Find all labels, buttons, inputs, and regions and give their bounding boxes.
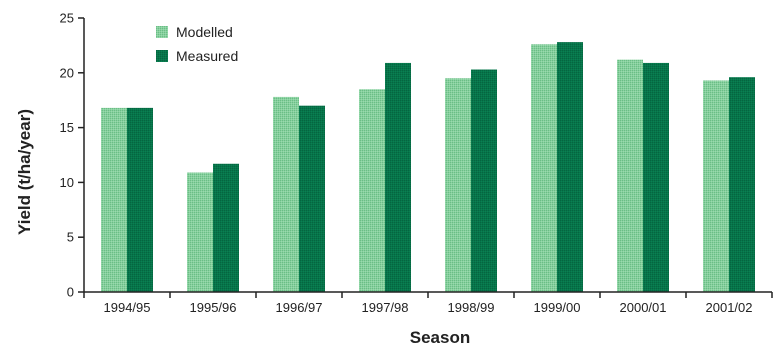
y-tick-label: 25 (60, 11, 74, 26)
bars (101, 42, 755, 293)
y-tick-label: 10 (60, 175, 74, 190)
legend-label-measured: Measured (176, 48, 238, 64)
legend-swatch-modelled (156, 26, 168, 38)
x-tick-label: 1998/99 (448, 300, 495, 315)
x-tick-label: 1997/98 (362, 300, 409, 315)
bar-modelled (703, 80, 729, 292)
bar-modelled (617, 59, 643, 293)
y-tick-label: 0 (67, 285, 74, 300)
x-tick-label: 2001/02 (706, 300, 753, 315)
y-tick-label: 5 (67, 230, 74, 245)
x-tick-label: 1999/00 (534, 300, 581, 315)
legend-swatch-measured (156, 50, 168, 62)
bar-modelled (531, 44, 557, 292)
bar-measured (385, 62, 411, 292)
x-tick-label: 2000/01 (620, 300, 667, 315)
bar-measured (299, 105, 325, 293)
x-tick-label: 1995/96 (190, 300, 237, 315)
bar-measured (729, 77, 755, 293)
x-tick-label: 1996/97 (276, 300, 323, 315)
x-axis-ticks: 1994/95 1995/96 1996/97 1997/98 1998/99 1999/… (83, 292, 773, 315)
bar-measured (557, 42, 583, 292)
legend: Modelled Measured (156, 24, 238, 64)
bar-modelled (359, 89, 385, 293)
bar-modelled (445, 78, 471, 292)
bar-measured (213, 163, 239, 292)
legend-label-modelled: Modelled (176, 24, 233, 40)
bar-measured (127, 107, 153, 292)
bar-measured (471, 69, 497, 293)
x-axis-title: Season (410, 328, 470, 347)
bar-measured (643, 62, 669, 292)
y-tick-label: 15 (60, 120, 74, 135)
y-tick-label: 20 (60, 65, 74, 80)
y-axis-title: Yield (t/ha/year) (15, 109, 34, 235)
bar-modelled (273, 96, 299, 292)
y-axis-ticks: 0 5 10 15 20 25 (60, 11, 84, 300)
bar-modelled (101, 107, 127, 292)
bar-modelled (187, 172, 213, 292)
x-tick-label: 1994/95 (104, 300, 151, 315)
